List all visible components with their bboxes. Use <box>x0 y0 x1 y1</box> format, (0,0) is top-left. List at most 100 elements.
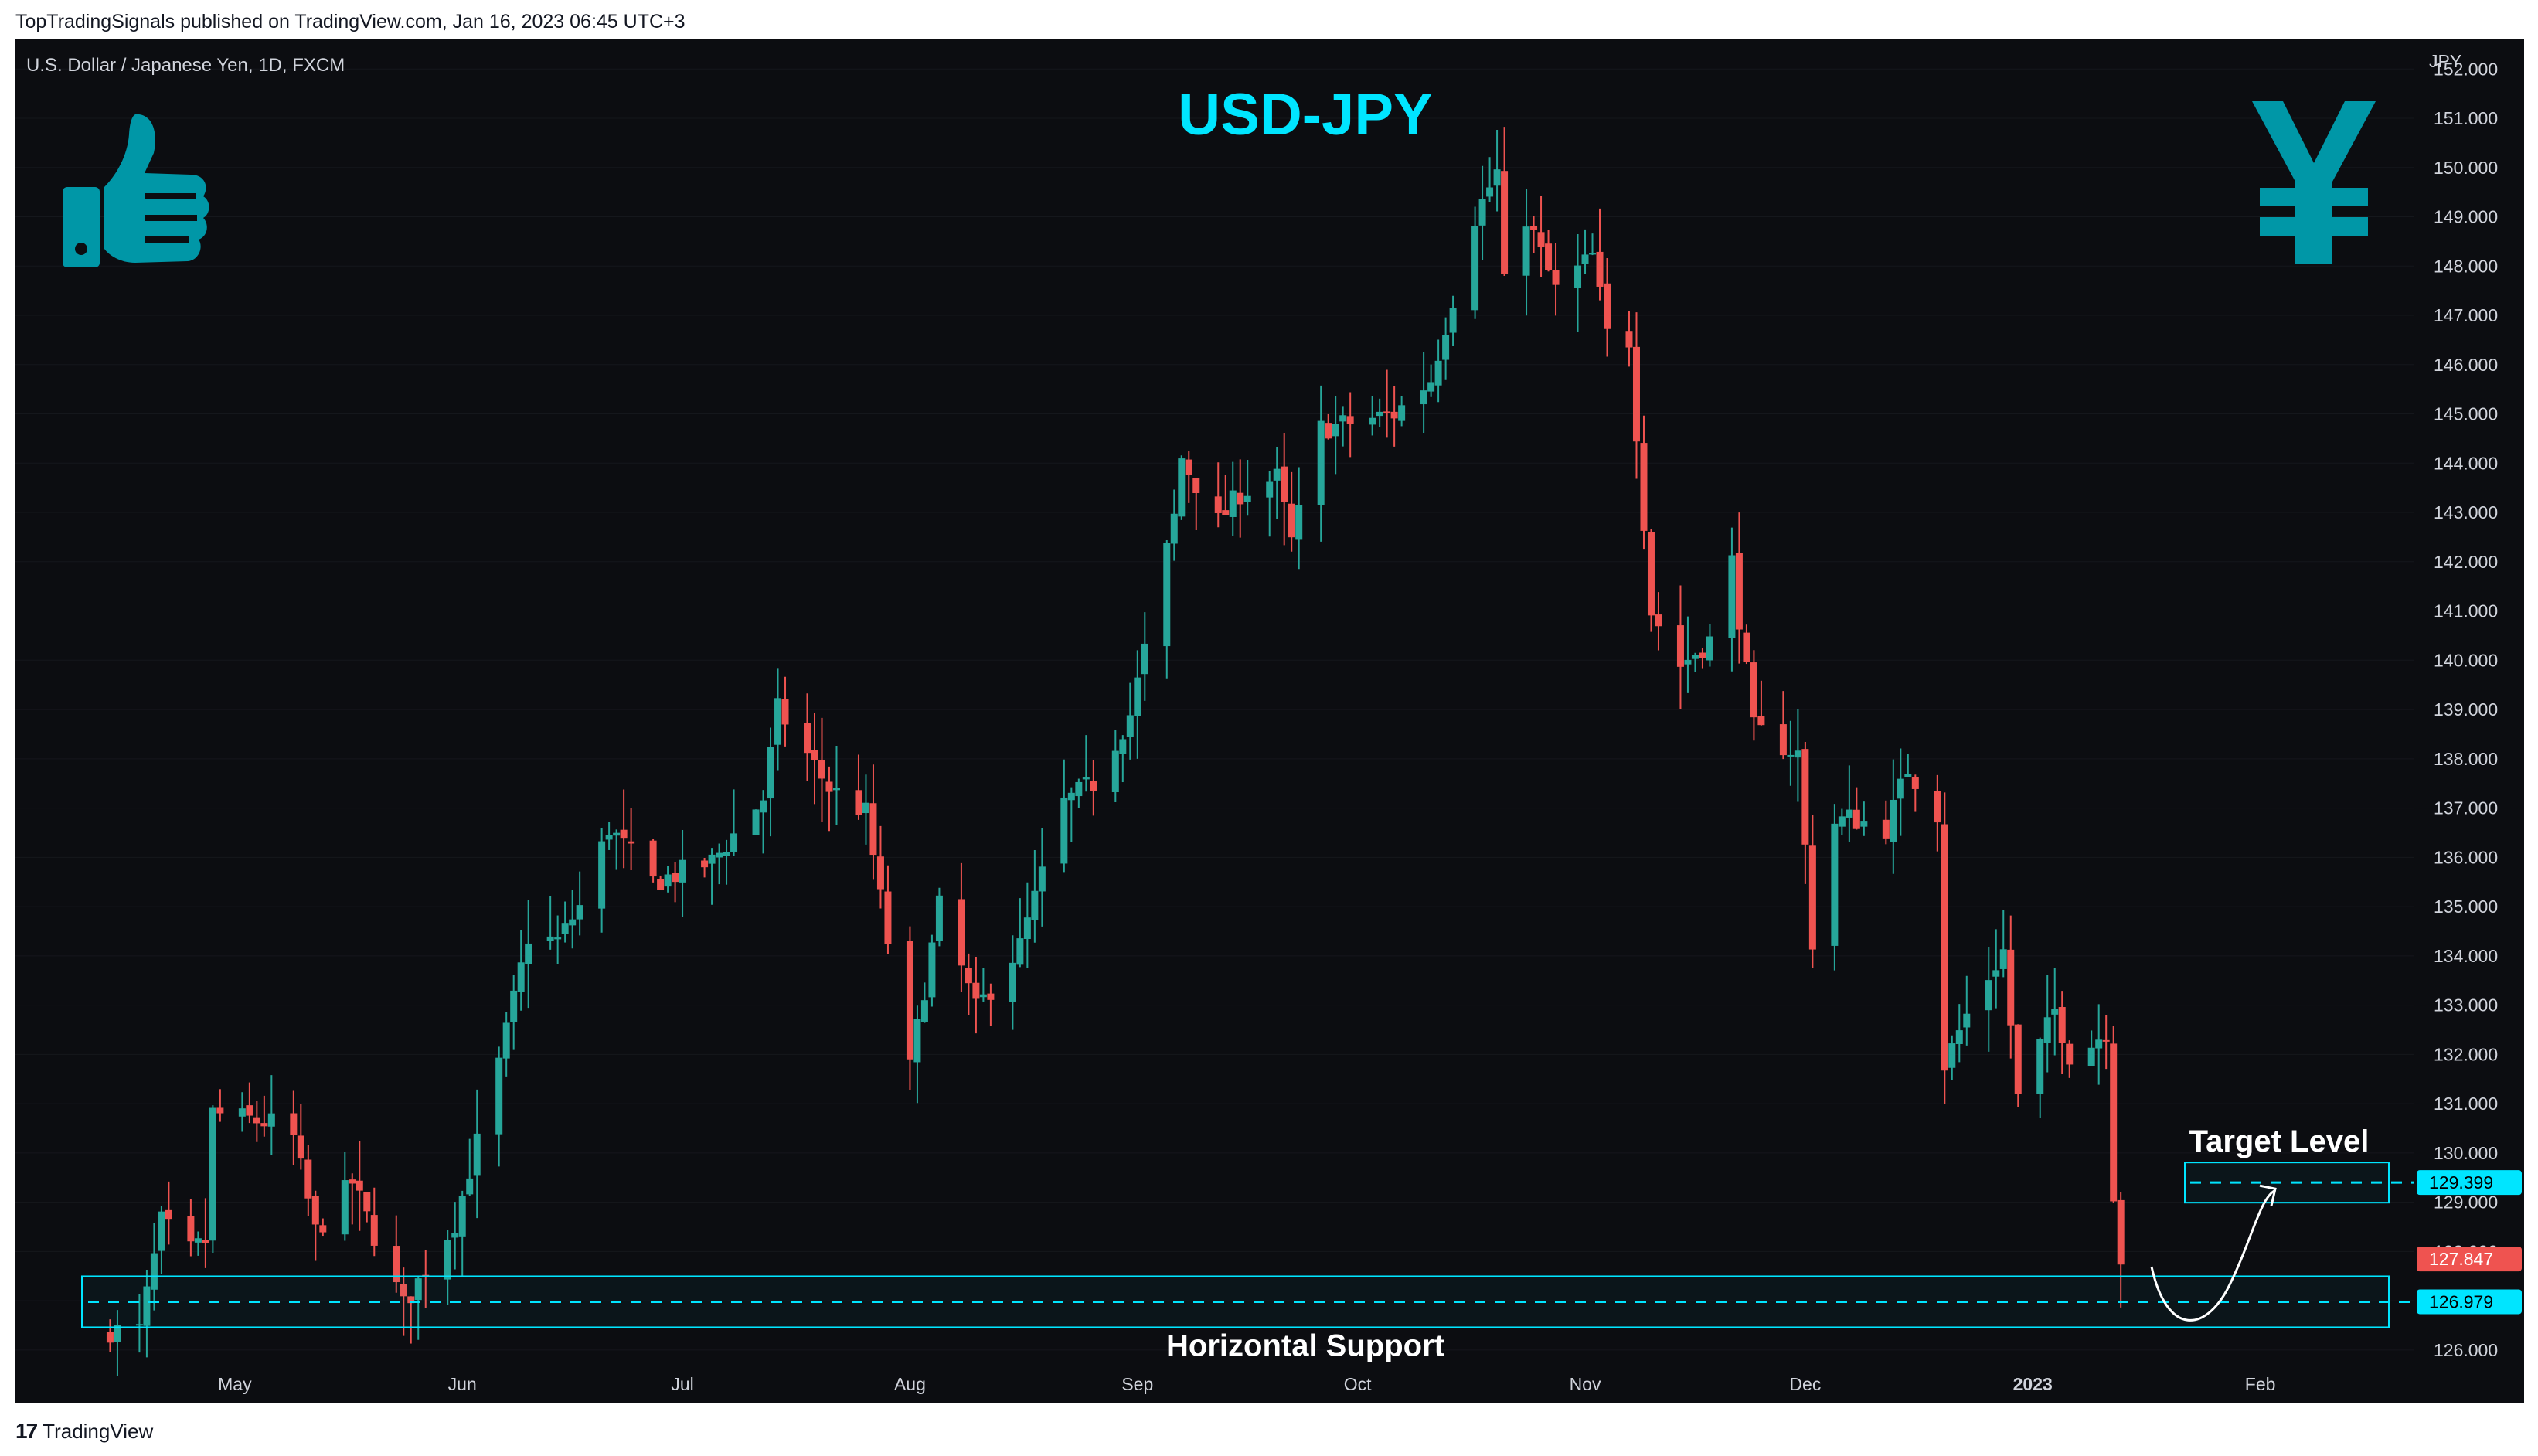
candle-body <box>2095 1039 2103 1049</box>
candle-body <box>466 1178 474 1195</box>
candle-body <box>679 859 686 883</box>
candle-body <box>1684 659 1692 665</box>
y-tick-label: 131.000 <box>2434 1094 2498 1114</box>
candle-body <box>811 750 818 760</box>
y-tick-label: 141.000 <box>2434 601 2498 621</box>
candle-body <box>1075 781 1083 797</box>
target-price-badge: 129.399 <box>2417 1170 2522 1196</box>
projection-arrow <box>2150 1189 2276 1322</box>
candle-body <box>1090 781 1097 791</box>
candle-body <box>1904 774 1912 777</box>
x-tick-label: Jun <box>448 1374 477 1394</box>
candle-body <box>1214 496 1222 514</box>
candle-body <box>701 860 709 868</box>
candle-body <box>1735 553 1743 630</box>
candle-body <box>855 790 862 815</box>
candle-body <box>1038 866 1046 892</box>
candle-body <box>1955 1030 1963 1044</box>
candle-body <box>1699 652 1706 658</box>
candle-body <box>2043 1017 2051 1043</box>
candle-body <box>525 943 532 964</box>
candle-body <box>1728 555 1736 638</box>
candle-body <box>804 723 811 754</box>
candle-body <box>628 841 635 844</box>
x-tick-label: Jul <box>671 1374 693 1394</box>
x-tick-label: Dec <box>1789 1374 1821 1394</box>
candle-body <box>576 905 583 920</box>
candle-body <box>458 1196 466 1237</box>
candle-body <box>1126 715 1134 737</box>
candle-body <box>1589 253 1597 255</box>
candle-body <box>884 891 892 944</box>
price-grid <box>15 68 2414 1351</box>
candle-body <box>1757 716 1765 726</box>
support-price-badge: 126.979 <box>2417 1289 2522 1315</box>
candle-body <box>1222 510 1230 515</box>
candle-body <box>664 874 672 887</box>
candle-body <box>1911 777 1919 789</box>
price-axis[interactable]: 152.000 151.000 150.000 149.000 148.000 147.0… <box>2434 59 2498 1360</box>
candle-body <box>1243 495 1251 502</box>
candle-body <box>832 788 840 791</box>
candle-body <box>1537 232 1545 247</box>
x-tick-label: Feb <box>2245 1374 2276 1394</box>
candle-body <box>2051 1009 2059 1015</box>
annotation-layer: Target Level Horizontal Support <box>81 1124 2414 1362</box>
candle-body <box>1383 411 1391 413</box>
y-tick-label: 134.000 <box>2434 946 2498 966</box>
y-tick-label: 151.000 <box>2434 108 2498 128</box>
candle-body <box>1325 423 1332 439</box>
currency-label: JPY <box>2429 51 2461 71</box>
candle-body <box>1941 824 1948 1071</box>
candle-body <box>862 802 869 814</box>
candle-body <box>2066 1043 2074 1065</box>
candle-body <box>1948 1043 1956 1068</box>
candle-body <box>876 856 884 890</box>
y-tick-label: 148.000 <box>2434 256 2498 276</box>
candle-body <box>1390 411 1398 419</box>
candle-body <box>517 962 525 992</box>
price-badges: 129.399 127.847 126.979 <box>2417 1170 2522 1315</box>
candle-body <box>1581 254 1589 264</box>
candle-body <box>187 1216 195 1242</box>
candle-body <box>1023 917 1031 940</box>
candle-body <box>114 1325 121 1342</box>
candle-body <box>1897 778 1904 799</box>
tradingview-logo-icon[interactable]: 17 <box>15 1419 38 1443</box>
candle-body <box>1985 980 1992 1011</box>
y-tick-label: 130.000 <box>2434 1143 2498 1163</box>
candle-body <box>407 1296 415 1304</box>
candle-body <box>781 699 789 725</box>
y-tick-label: 138.000 <box>2434 749 2498 769</box>
footer-brand[interactable]: TradingView <box>43 1419 154 1443</box>
x-tick-label: Aug <box>894 1374 926 1394</box>
candle-body <box>1552 270 1560 285</box>
candle-body <box>1266 481 1274 498</box>
candle-body <box>965 968 972 984</box>
candle-body <box>1890 799 1897 842</box>
candle-body <box>1860 821 1868 827</box>
candle-body <box>1831 823 1839 946</box>
candle-body <box>1119 739 1127 754</box>
candle-body <box>825 781 833 792</box>
candle-body <box>1501 171 1509 274</box>
candle-body <box>1471 226 1479 311</box>
chart-panel[interactable]: Target Level Horizontal Support 152.000 1… <box>15 39 2524 1403</box>
time-axis[interactable]: May Jun Jul Aug Sep Oct Nov Dec 2023 Feb <box>218 1374 2275 1394</box>
candle-body <box>356 1180 363 1191</box>
candle-body <box>972 982 980 999</box>
y-tick-label: 135.000 <box>2434 896 2498 917</box>
candle-body <box>1192 478 1200 494</box>
candle-body <box>135 1324 143 1326</box>
candle-body <box>723 852 730 856</box>
candle-body <box>1743 632 1750 662</box>
candle-body <box>1442 335 1450 360</box>
candle-body <box>1545 243 1553 270</box>
candle-body <box>760 800 767 813</box>
candle-body <box>2036 1039 2044 1094</box>
svg-text:129.399: 129.399 <box>2429 1172 2493 1192</box>
yen-icon <box>2252 101 2376 264</box>
candlestick-chart[interactable]: Target Level Horizontal Support 152.0001… <box>15 39 2524 1403</box>
candle-body <box>414 1278 422 1301</box>
svg-text:126.979: 126.979 <box>2429 1291 2493 1311</box>
